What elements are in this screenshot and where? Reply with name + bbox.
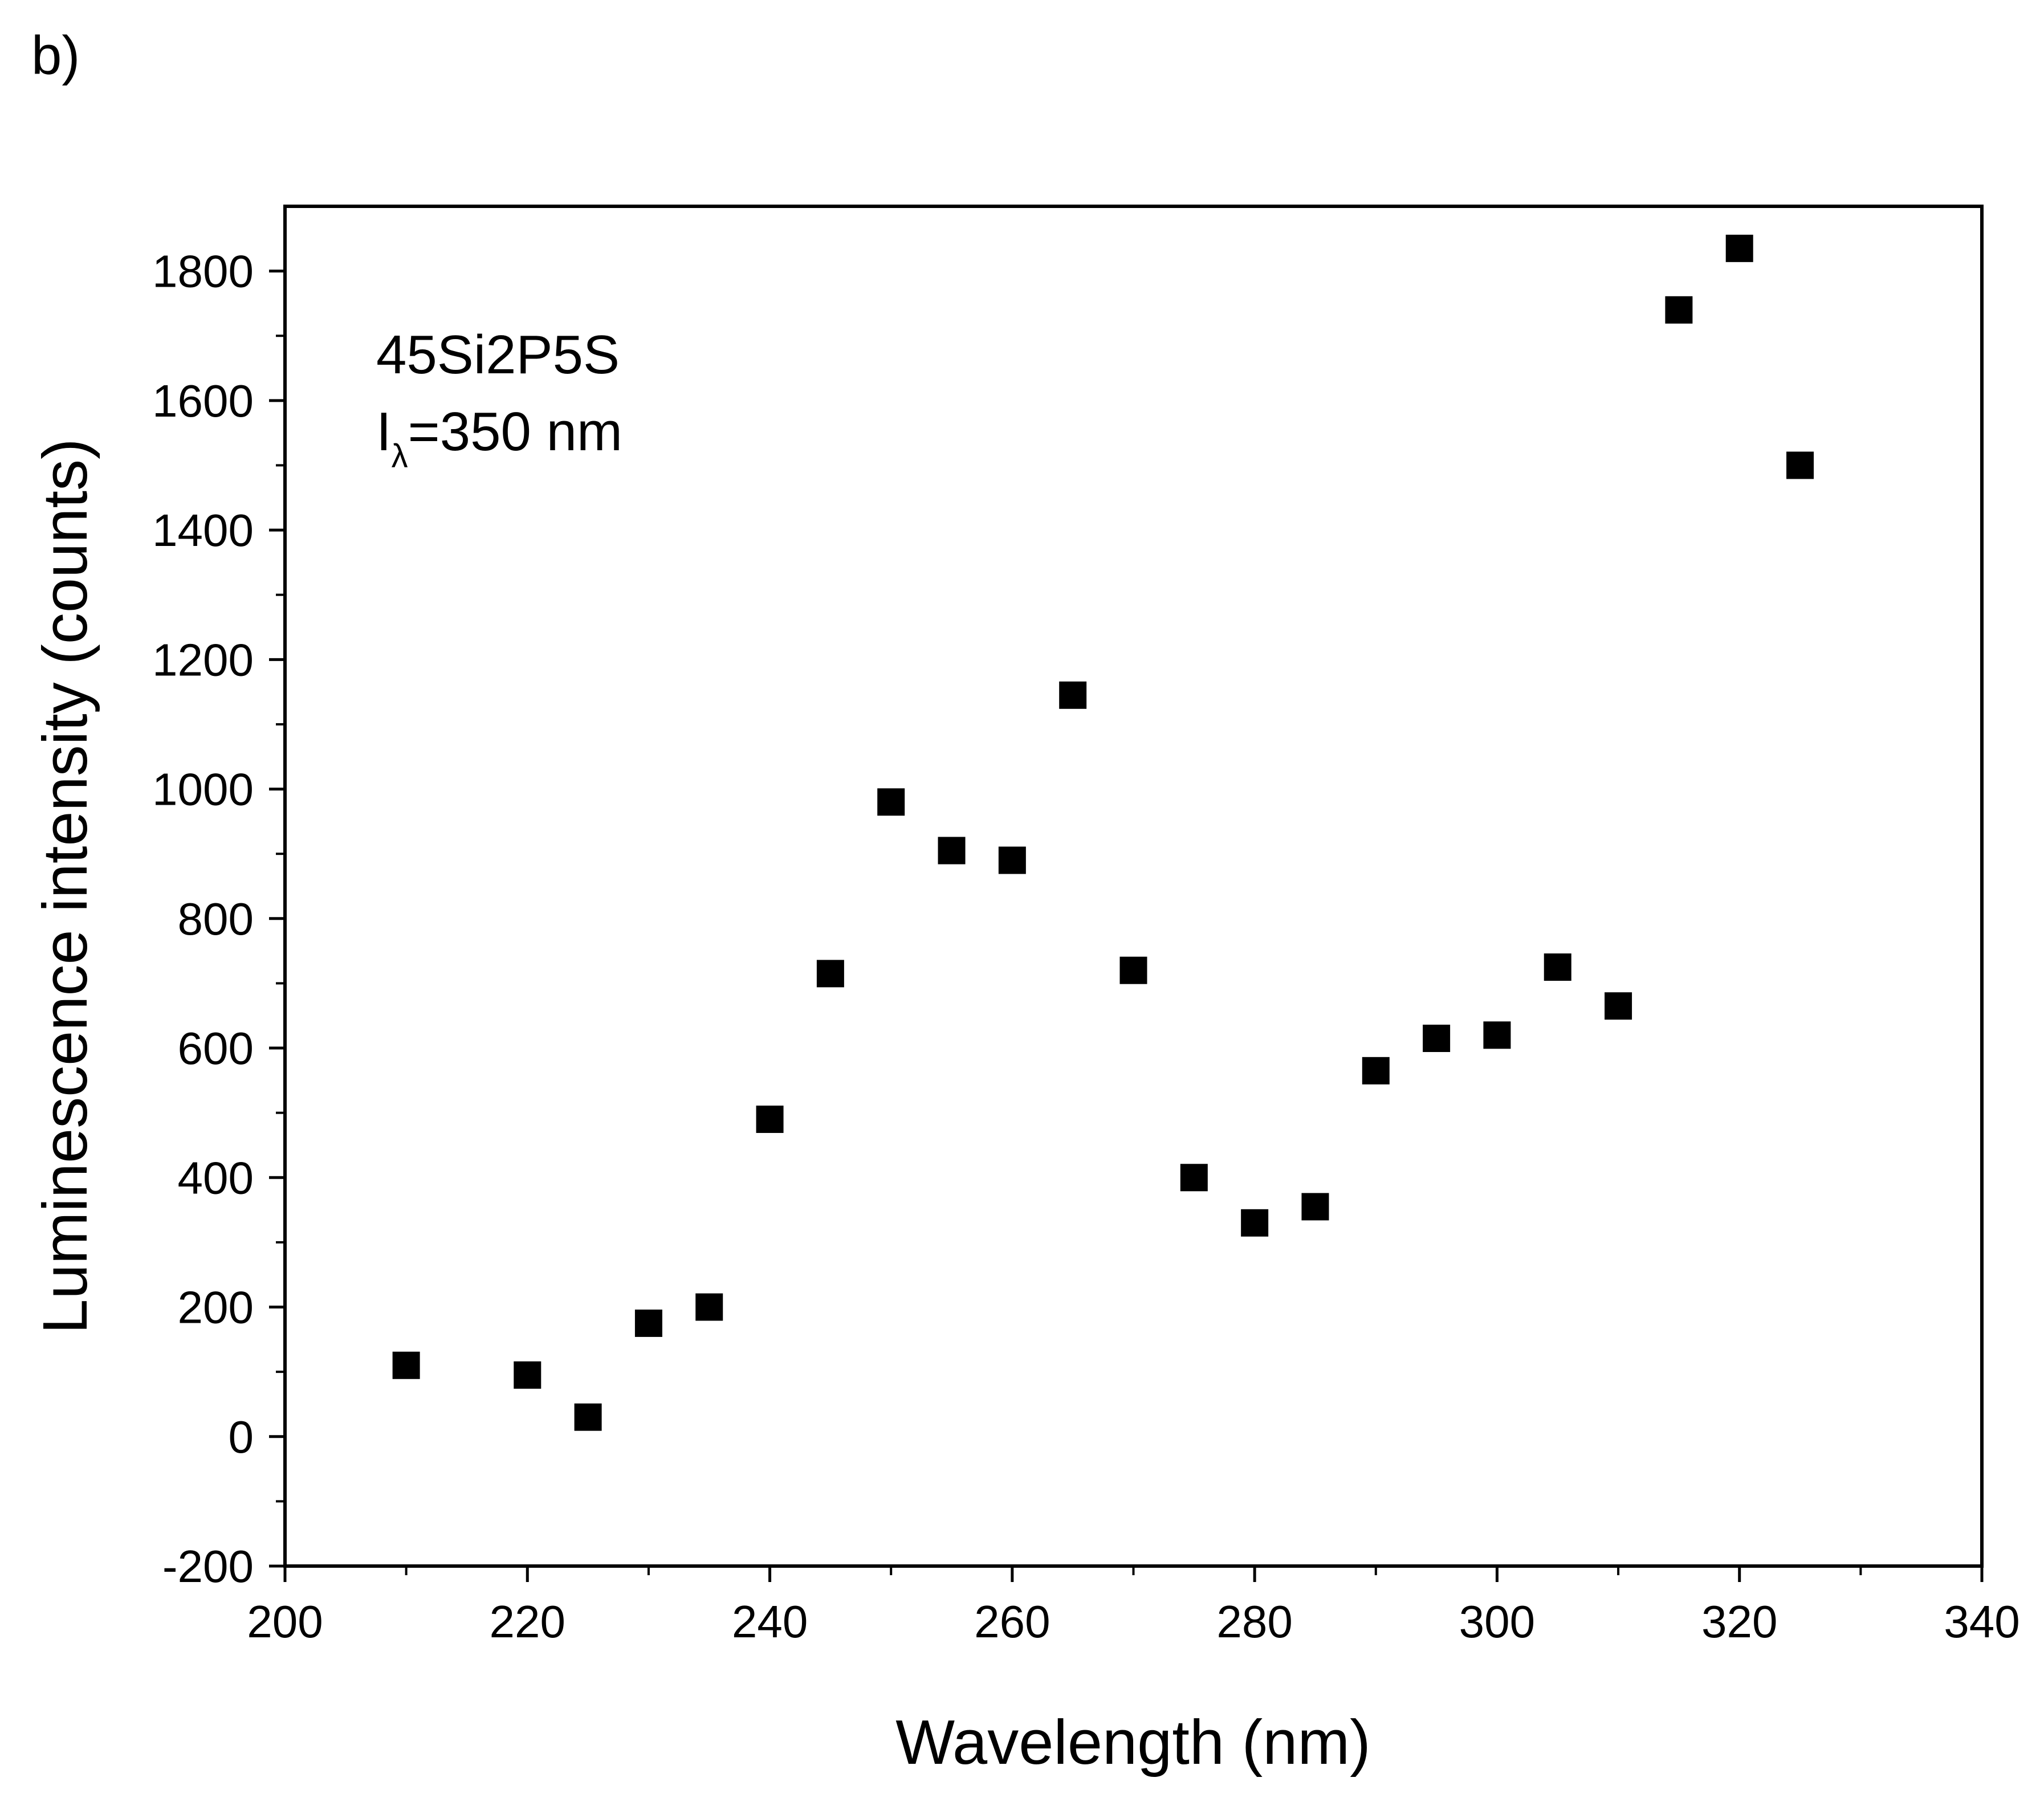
x-tick-label: 220: [490, 1596, 565, 1647]
x-axis-label: Wavelength (nm): [895, 1707, 1370, 1777]
y-tick-label: 1600: [152, 376, 254, 426]
data-point: [1241, 1209, 1269, 1237]
data-point: [1605, 992, 1632, 1020]
annotation-excitation: Iλ=350 nm: [376, 401, 622, 475]
data-point: [1362, 1057, 1390, 1085]
data-point: [634, 1309, 662, 1337]
y-tick-label: 1000: [152, 764, 254, 815]
annotation-excitation-symbol: I: [376, 401, 392, 462]
x-tick-label: 240: [732, 1596, 808, 1647]
data-point: [998, 846, 1026, 874]
data-point: [1119, 956, 1147, 984]
y-tick-label: 800: [178, 894, 254, 944]
data-point: [1423, 1025, 1451, 1053]
x-tick-label: 260: [974, 1596, 1050, 1647]
x-tick-label: 320: [1701, 1596, 1777, 1647]
data-point: [877, 788, 905, 816]
y-tick-label: 400: [178, 1152, 254, 1203]
y-tick-label: 200: [178, 1282, 254, 1333]
x-tick-label: 300: [1459, 1596, 1535, 1647]
data-point: [1665, 296, 1693, 324]
data-point: [1544, 953, 1571, 981]
y-tick-label: 600: [178, 1023, 254, 1074]
data-point: [514, 1361, 541, 1389]
panel-label: b): [31, 25, 80, 86]
data-point: [1786, 451, 1814, 479]
data-point: [1059, 681, 1087, 709]
y-tick-label: 1800: [152, 246, 254, 297]
data-point: [695, 1293, 723, 1321]
data-point: [1301, 1193, 1329, 1221]
annotation-excitation-value: =350 nm: [408, 401, 622, 462]
data-point: [574, 1403, 602, 1431]
annotation-excitation-subscript: λ: [392, 438, 408, 475]
data-point: [816, 960, 844, 988]
y-tick-label: 0: [229, 1412, 254, 1462]
plot-frame: [283, 205, 1984, 1568]
x-tick-label: 340: [1944, 1596, 2019, 1647]
data-markers: [392, 234, 1814, 1431]
data-point: [1725, 234, 1753, 262]
x-tick-label: 200: [247, 1596, 323, 1647]
annotation-sample-name: 45Si2P5S: [376, 324, 620, 385]
y-tick-label: -200: [162, 1541, 254, 1592]
y-tick-label: 1200: [152, 634, 254, 685]
data-point: [756, 1106, 784, 1134]
data-point: [1483, 1021, 1511, 1049]
data-point: [1180, 1164, 1208, 1192]
y-axis-label: Luminescence intensity (counts): [30, 438, 100, 1334]
y-tick-label: 1400: [152, 505, 254, 556]
data-point: [392, 1351, 420, 1379]
data-point: [938, 837, 966, 865]
tick-labels: 200 220 240 260 280 300 320 340 -200 0 200 400 600 80…: [152, 246, 2020, 1647]
x-tick-label: 280: [1216, 1596, 1292, 1647]
